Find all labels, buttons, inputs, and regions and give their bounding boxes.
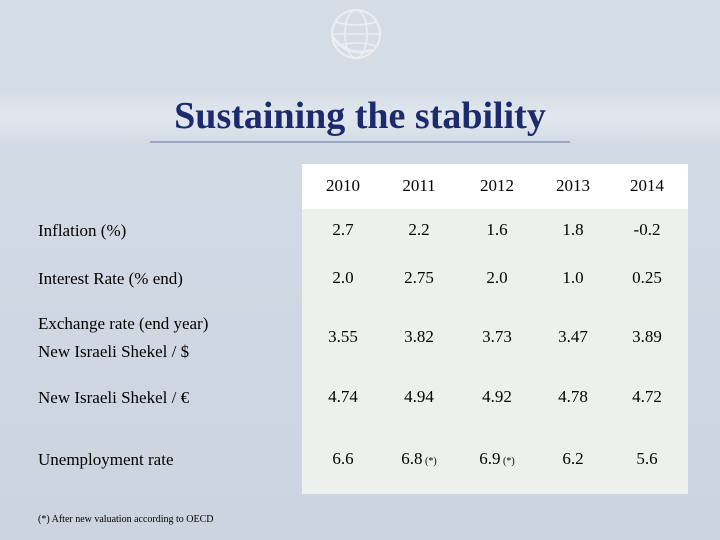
table-cell: 2.0 — [460, 268, 534, 288]
cell-note: (*) — [422, 456, 437, 467]
title-underline — [150, 141, 570, 143]
cell-value: 4.74 — [328, 387, 358, 406]
cell-value: 6.6 — [332, 449, 354, 468]
row-label-line: Inflation (%) — [38, 221, 127, 240]
cell-value: 3.47 — [558, 327, 588, 346]
cell-note: (*) — [500, 456, 515, 467]
cell-value: 3.73 — [482, 327, 512, 346]
table-cell: 3.73 — [460, 327, 534, 347]
cell-value: 3.89 — [632, 327, 662, 346]
table-header — [302, 164, 688, 209]
title-band — [0, 88, 720, 144]
row-label-line: Unemployment rate — [38, 450, 174, 469]
page-title: Sustaining the stability — [174, 95, 546, 137]
row-label: Interest Rate (% end) — [38, 265, 183, 293]
row-label-line: New Israeli Shekel / € — [38, 388, 190, 407]
cell-value: 6.9 — [479, 449, 501, 468]
table-cell: 6.2 — [536, 449, 610, 469]
table-cell: 0.25 — [610, 268, 684, 288]
table-cell: 4.72 — [610, 387, 684, 407]
cell-value: 1.0 — [562, 268, 584, 287]
table-cell: 1.8 — [536, 220, 610, 240]
cell-value: 6.8 — [401, 449, 423, 468]
cell-value: 2.0 — [332, 268, 354, 287]
table-cell: 3.89 — [610, 327, 684, 347]
table-cell: 1.6 — [460, 220, 534, 240]
row-label: New Israeli Shekel / € — [38, 384, 189, 412]
cell-value: 2.0 — [486, 268, 508, 287]
cell-value: -0.2 — [633, 220, 661, 239]
cell-value: 4.72 — [632, 387, 662, 406]
cell-value: 4.78 — [558, 387, 588, 406]
table-cell: 6.8 (*) — [382, 449, 456, 469]
year-header-2012: 2012 — [480, 176, 514, 195]
table-cell: -0.2 — [610, 220, 684, 240]
data-table — [302, 164, 688, 494]
cell-value: 2.7 — [332, 220, 354, 239]
cell-value: 4.94 — [404, 387, 434, 406]
cell-value: 2.75 — [404, 268, 434, 287]
row-label-line: New Israeli Shekel / $ — [38, 342, 190, 361]
table-cell: 2.75 — [382, 268, 456, 288]
year-header-2010: 2010 — [326, 176, 360, 195]
year-header-2011: 2011 — [402, 176, 436, 195]
row-label-line: Interest Rate (% end) — [38, 269, 183, 288]
table-cell: 3.47 — [536, 327, 610, 347]
table-cell: 3.82 — [382, 327, 456, 347]
cell-value: 2.2 — [408, 220, 430, 239]
row-label: Unemployment rate — [38, 446, 174, 474]
year-header-2014: 2014 — [630, 176, 664, 195]
cell-value: 6.2 — [562, 449, 584, 468]
table-cell: 3.55 — [306, 327, 380, 347]
table-cell: 4.74 — [306, 387, 380, 407]
cell-value: 3.55 — [328, 327, 358, 346]
table-cell: 6.6 — [306, 449, 380, 469]
table-cell: 6.9 (*) — [460, 449, 534, 469]
footnote: (*) After new valuation according to OEC… — [38, 514, 214, 525]
cell-value: 3.82 — [404, 327, 434, 346]
cell-value: 1.8 — [562, 220, 584, 239]
cell-value: 0.25 — [632, 268, 662, 287]
table-cell: 4.92 — [460, 387, 534, 407]
table-cell: 4.94 — [382, 387, 456, 407]
table-cell: 2.2 — [382, 220, 456, 240]
cell-value: 5.6 — [636, 449, 658, 468]
cell-value: 4.92 — [482, 387, 512, 406]
table-cell: 4.78 — [536, 387, 610, 407]
table-cell: 1.0 — [536, 268, 610, 288]
row-label: Exchange rate (end year) New Israeli Shek… — [38, 310, 208, 366]
table-cell: 5.6 — [610, 449, 684, 469]
table-cell: 2.7 — [306, 220, 380, 240]
globe-icon — [330, 9, 381, 59]
year-header-2013: 2013 — [556, 176, 590, 195]
row-label: Inflation (%) — [38, 217, 126, 245]
row-label-line: Exchange rate (end year) — [38, 314, 209, 333]
table-cell: 2.0 — [306, 268, 380, 288]
cell-value: 1.6 — [486, 220, 508, 239]
